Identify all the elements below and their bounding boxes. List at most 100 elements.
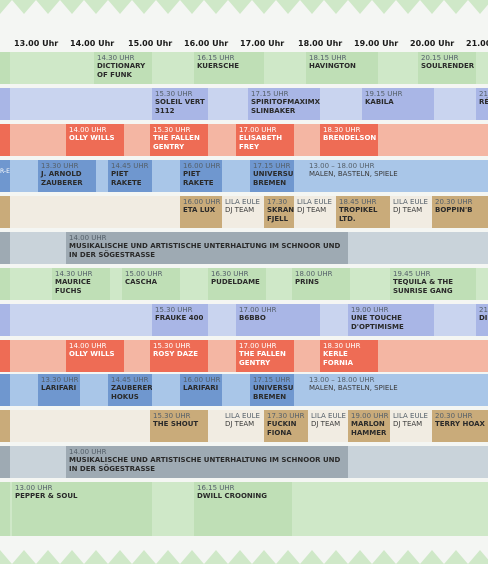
row-edge-marker: [0, 374, 10, 406]
event-universum-bremen[interactable]: 17.15 UHRUNIVERSUM BREMEN: [250, 160, 294, 192]
event-universum-bremen[interactable]: 17.15 UHRUNIVERSUM BREMEN: [250, 374, 294, 406]
event-re[interactable]: 21 RÉ: [476, 88, 488, 120]
event-name: SPIRITOFMAXIMX SLINBAKER: [251, 98, 320, 115]
event-havington[interactable]: 18.15 UHR HAVINGTON: [306, 52, 378, 84]
event-time: LILA EULE: [393, 412, 428, 420]
event-terry-hoax[interactable]: 20.30 UHR TERRY HOAX: [432, 410, 488, 442]
event-piet-rakete[interactable]: 14.45 UHR PIET RAKETE: [108, 160, 152, 192]
event-larifari[interactable]: 16.00 UHR LARIFARI: [180, 374, 222, 406]
event-name: LARIFARI: [183, 384, 219, 392]
event-time: 20.30 UHR: [435, 412, 473, 420]
event-spiritofmaximx-slinbaker[interactable]: 17.15 UHR SPIRITOFMAXIMX SLINBAKER: [248, 88, 320, 120]
event-dictionary-of-funk[interactable]: 14.30 UHR DICTIONARY OF FUNK: [94, 52, 152, 84]
event-frauke-400[interactable]: 15.30 UHR FRAUKE 400: [152, 304, 208, 336]
event-name: MARLON HAMMER: [351, 420, 387, 437]
event-dwill-crooning[interactable]: 16.15 UHR DWILL CROONING: [194, 482, 292, 536]
event-time: 18.45 UHR: [339, 198, 377, 206]
event-time: 13.30 UHR: [41, 376, 79, 384]
event-dj-team[interactable]: LILA EULE DJ TEAM: [390, 410, 432, 442]
event-time: 16.00 UHR: [183, 162, 221, 170]
event-time: 15.00 UHR: [125, 270, 163, 278]
event-musikalische-und-artistische-unterhaltung-im-schnoor-und-in-der-sogestrasse[interactable]: 14.00 UHR MUSIKALISCHE UND ARTISTISCHE UN…: [66, 446, 348, 478]
event-time: 16.00 UHR: [183, 198, 221, 206]
schedule-row: 13.30 UHR LARIFARI 14.45 UHR ZAUBERER HOKUS…: [0, 372, 488, 408]
event-time: 19.15 UHR: [365, 90, 403, 98]
event-time: 16.30 UHR: [211, 270, 249, 278]
event-elisabeth-frey[interactable]: 17.00 UHR ELISABETH FREY: [236, 124, 294, 156]
event-the-fallen-gentry[interactable]: 15.30 UHR THE FALLEN GENTRY: [150, 124, 208, 156]
event-piet-rakete[interactable]: 16.00 UHR PIET RAKETE: [180, 160, 222, 192]
event-name: PIET RAKETE: [111, 170, 142, 187]
hour-label: 14.00 Uhr: [70, 39, 115, 48]
event-malen-basteln-spiele[interactable]: 13.00 – 18.00 UHR MALEN, BASTELN, SPIELE: [306, 374, 420, 406]
event-time: 16.00 UHR: [183, 376, 221, 384]
event-skrane-fjell[interactable]: 17.30SKRANE-FJELL: [264, 196, 294, 228]
event-name: BRENDELSON: [323, 134, 377, 142]
event-une-touche-d-optimisme[interactable]: 19.00 UHR UNE TOUCHE D'OPTIMISME: [348, 304, 434, 336]
event-pepper-soul[interactable]: 13.00 UHR PEPPER & SOUL: [12, 482, 152, 536]
event-dj-team[interactable]: LILA EULE DJ TEAM: [308, 410, 348, 442]
row-edge-label: R-E: [0, 168, 10, 175]
event-eta-lux[interactable]: 16.00 UHR ETA LUX: [180, 196, 222, 228]
event-maurice-fuchs[interactable]: 14.30 UHR MAURICE FUCHS: [52, 268, 110, 300]
event-time: 15.30 UHR: [153, 412, 191, 420]
event-time: 14.00 UHR: [69, 448, 107, 456]
schedule-row: 13.00 UHR PEPPER & SOUL 16.15 UHR DWILL CRO…: [0, 480, 488, 538]
event-kuersche[interactable]: 16.15 UHR KUERSCHE: [194, 52, 264, 84]
event-b6bbo[interactable]: 17.00 UHR B6BBO: [236, 304, 320, 336]
event-musikalische-und-artistische-unterhaltung-im-schnoor-und-in-der-sogestrasse[interactable]: 14.00 UHR MUSIKALISCHE UND ARTISTISCHE UN…: [66, 232, 348, 264]
event-boppin-b[interactable]: 20.30 UHR BOPPIN'B: [432, 196, 488, 228]
event-time: 14.30 UHR: [55, 270, 93, 278]
zigzag-border-bottom: [0, 550, 488, 564]
event-dj-team[interactable]: LILA EULE DJ TEAM: [222, 410, 264, 442]
event-kerle-fornia[interactable]: 18.30 UHR KERLE FORNIA: [320, 340, 378, 372]
event-time: 19.00 UHR: [351, 412, 389, 420]
event-larifari[interactable]: 13.30 UHR LARIFARI: [38, 374, 80, 406]
event-name: UNIVERSUM BREMEN: [253, 384, 294, 401]
event-tropikel-ltd[interactable]: 18.45 UHR TROPIKEL LTD.: [336, 196, 390, 228]
event-olly-wills[interactable]: 14.00 UHR OLLY WILLS: [66, 124, 124, 156]
event-dj-team[interactable]: LILA EULE DJ TEAM: [294, 196, 336, 228]
event-time: 15.30 UHR: [153, 126, 191, 134]
event-time: 13.00 – 18.00 UHR: [309, 376, 375, 384]
event-fuckin-fiona[interactable]: 17.30 UHR FUCKIN FIONA: [264, 410, 308, 442]
event-di[interactable]: 21 DI: [476, 304, 488, 336]
event-the-shout[interactable]: 15.30 UHR THE SHOUT: [150, 410, 208, 442]
event-time: LILA EULE: [225, 198, 260, 206]
event-name: ELISABETH FREY: [239, 134, 283, 151]
event-brendelson[interactable]: 18.30 UHR BRENDELSON: [320, 124, 378, 156]
event-name: ZAUBERER HOKUS: [111, 384, 152, 401]
event-time: 19.45 UHR: [393, 270, 431, 278]
event-name: TEQUILA & THE SUNRISE GANG: [393, 278, 454, 295]
event-pudeldame[interactable]: 16.30 UHR PUDELDAME: [208, 268, 266, 300]
event-time: 13.30 UHR: [41, 162, 79, 170]
event-zauberer-hokus[interactable]: 14.45 UHR ZAUBERER HOKUS: [108, 374, 152, 406]
event-name: RÉ: [479, 98, 488, 106]
event-soleil-vert-3112[interactable]: 15.30 UHR SOLEIL VERT 3112: [152, 88, 208, 120]
event-dj-team[interactable]: LILA EULE DJ TEAM: [222, 196, 264, 228]
schedule-row: R-E 13.30 UHR J. ARNOLD ZAUBERER 14.45 UHR P…: [0, 158, 488, 194]
event-marlon-hammer[interactable]: 19.00 UHR MARLON HAMMER: [348, 410, 390, 442]
event-name: CASCHA: [125, 278, 158, 286]
event-cascha[interactable]: 15.00 UHR CASCHA: [122, 268, 180, 300]
hour-label: 15.00 Uhr: [128, 39, 173, 48]
event-time: 13.00 UHR: [15, 484, 53, 492]
event-soulrender[interactable]: 20.15 UHR SOULRENDER: [418, 52, 476, 84]
event-name: MUSIKALISCHE UND ARTISTISCHE UNTERHALTUN…: [69, 242, 341, 259]
event-rosy-daze[interactable]: 15.30 UHR ROSY DAZE: [150, 340, 208, 372]
event-name: PIET RAKETE: [183, 170, 214, 187]
event-olly-wills[interactable]: 14.00 UHR OLLY WILLS: [66, 340, 124, 372]
event-time: 14.00 UHR: [69, 342, 107, 350]
event-name: FUCKIN FIONA: [267, 420, 297, 437]
event-malen-basteln-spiele[interactable]: 13.00 – 18.00 UHR MALEN, BASTELN, SPIELE: [306, 160, 420, 192]
event-time: LILA EULE: [311, 412, 346, 420]
event-the-fallen-gentry[interactable]: 17.00 UHR THE FALLEN GENTRY: [236, 340, 294, 372]
event-time: 20.15 UHR: [421, 54, 459, 62]
event-prins[interactable]: 18.00 UHR PRINS: [292, 268, 350, 300]
event-tequila-the-sunrise-gang[interactable]: 19.45 UHR TEQUILA & THE SUNRISE GANG: [390, 268, 476, 300]
event-dj-team[interactable]: LILA EULE DJ TEAM: [390, 196, 432, 228]
event-j-arnold-zauberer[interactable]: 13.30 UHR J. ARNOLD ZAUBERER: [38, 160, 96, 192]
event-name: BOPPIN'B: [435, 206, 473, 214]
event-kabila[interactable]: 19.15 UHR KABILA: [362, 88, 434, 120]
row-edge-marker: [0, 410, 10, 442]
